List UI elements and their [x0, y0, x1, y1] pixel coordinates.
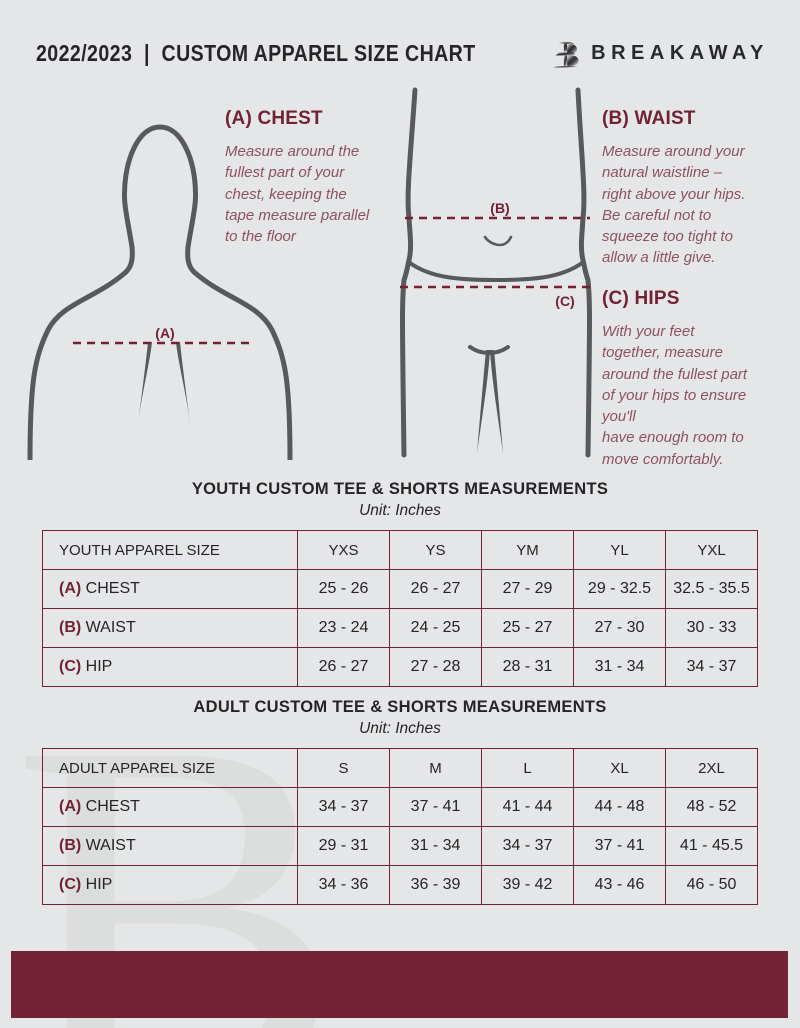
svg-text:(B): (B)	[490, 200, 509, 216]
svg-text:(A): (A)	[155, 325, 174, 341]
svg-text:(C): (C)	[555, 293, 574, 309]
